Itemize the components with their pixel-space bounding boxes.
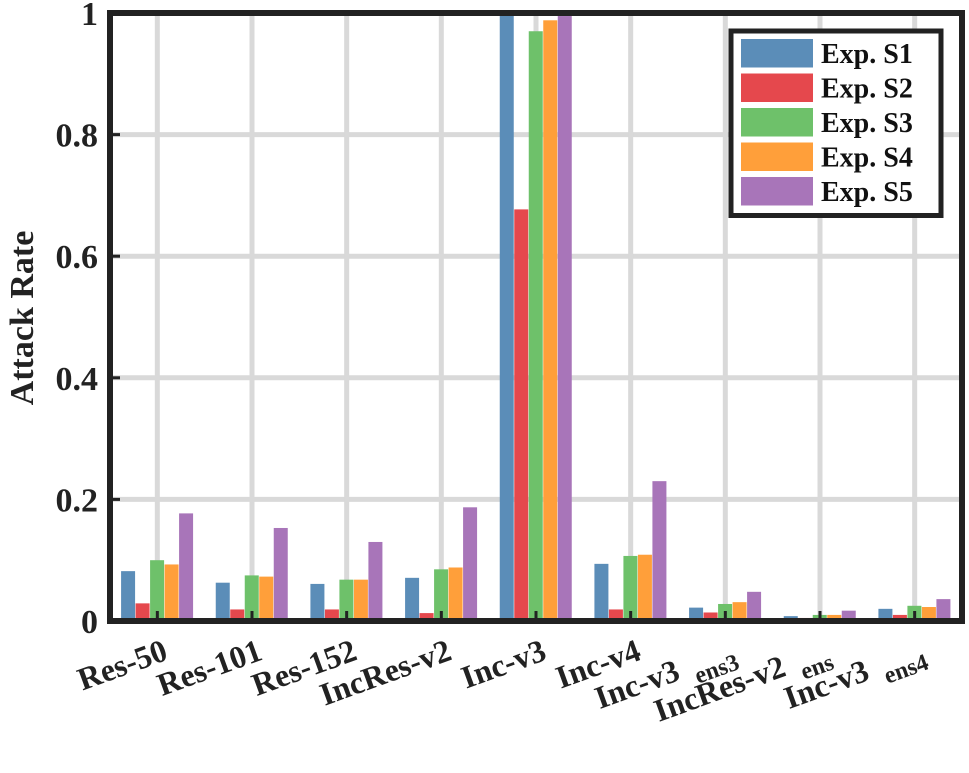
legend-label: Exp. S1 [821,39,913,70]
bar-exp-s1-4 [405,577,420,621]
svg-text:Res-50: Res-50 [73,632,172,697]
bars [121,13,951,622]
bar-exp-s2-4 [419,613,434,621]
x-tick-label-sub: ens4 [881,650,933,690]
bar-exp-s2-1 [135,603,150,621]
bar-exp-s2-5 [514,209,529,621]
x-tick-label-main: Inc-v3 [456,632,550,696]
bar-exp-s5-8 [841,610,856,621]
y-tick-label: 0.4 [56,361,99,398]
x-tick-label-main: Res-50 [73,632,172,697]
legend-swatch [741,39,813,68]
bar-exp-s2-3 [324,609,339,621]
legend-swatch [741,73,813,102]
bar-exp-s2-6 [608,609,623,621]
bar-exp-s4-6 [637,554,652,621]
bar-exp-s4-8 [827,614,842,621]
bar-exp-s5-9 [936,599,951,621]
y-tick-label: 1 [81,0,98,33]
y-tick-label: 0 [81,604,98,641]
bar-exp-s2-7 [703,612,718,621]
y-axis-title: Attack Rate [4,231,41,406]
bar-exp-s5-2 [273,527,288,621]
bar-exp-s4-5 [543,20,558,621]
bar-exp-s2-2 [230,609,245,621]
x-tick-label: Res-50 [73,632,172,697]
bar-exp-s4-2 [259,576,274,621]
bar-exp-s5-6 [652,481,667,621]
bar-exp-s4-4 [448,567,463,621]
legend-label: Exp. S3 [821,108,913,139]
bar-exp-s5-3 [368,541,383,621]
bar-exp-s3-3 [339,579,354,621]
bar-exp-s3-5 [528,31,543,622]
bar-exp-s1-1 [121,571,136,621]
bar-exp-s1-6 [594,563,609,621]
bar-exp-s4-3 [353,579,368,621]
y-tick-label: 0.6 [56,239,99,276]
bar-exp-s2-9 [892,614,907,621]
bar-exp-s1-7 [689,607,704,621]
legend-label: Exp. S4 [821,143,913,174]
bar-exp-s4-9 [921,607,936,621]
bar-exp-s5-1 [179,513,194,621]
bar-exp-s3-4 [434,569,449,621]
bar-exp-s1-9 [878,608,893,621]
bar-exp-s3-1 [150,560,165,621]
legend-label: Exp. S2 [821,74,913,105]
svg-text:Inc-v3: Inc-v3 [456,632,550,696]
y-tick-label: 0.2 [56,482,99,519]
bar-exp-s1-5 [499,13,514,621]
legend-label: Exp. S5 [821,177,913,208]
bar-exp-s3-2 [244,575,259,621]
legend-swatch [741,142,813,171]
bar-exp-s5-7 [747,591,762,621]
bar-exp-s1-2 [215,582,230,621]
legend-swatch [741,108,813,137]
x-tick-label: Inc-v3 [456,632,550,696]
bar-exp-s3-6 [623,555,638,621]
bar-exp-s5-5 [557,16,572,622]
bar-exp-s5-4 [463,507,478,621]
bar-exp-s4-7 [732,602,747,621]
legend-swatch [741,177,813,206]
bar-exp-s1-3 [310,583,325,621]
bar-exp-s4-1 [164,564,179,621]
x-tick-label: Inc-v3 ens4 [779,632,932,724]
y-tick-label: 0.8 [56,118,99,155]
plot-frame [107,10,965,624]
